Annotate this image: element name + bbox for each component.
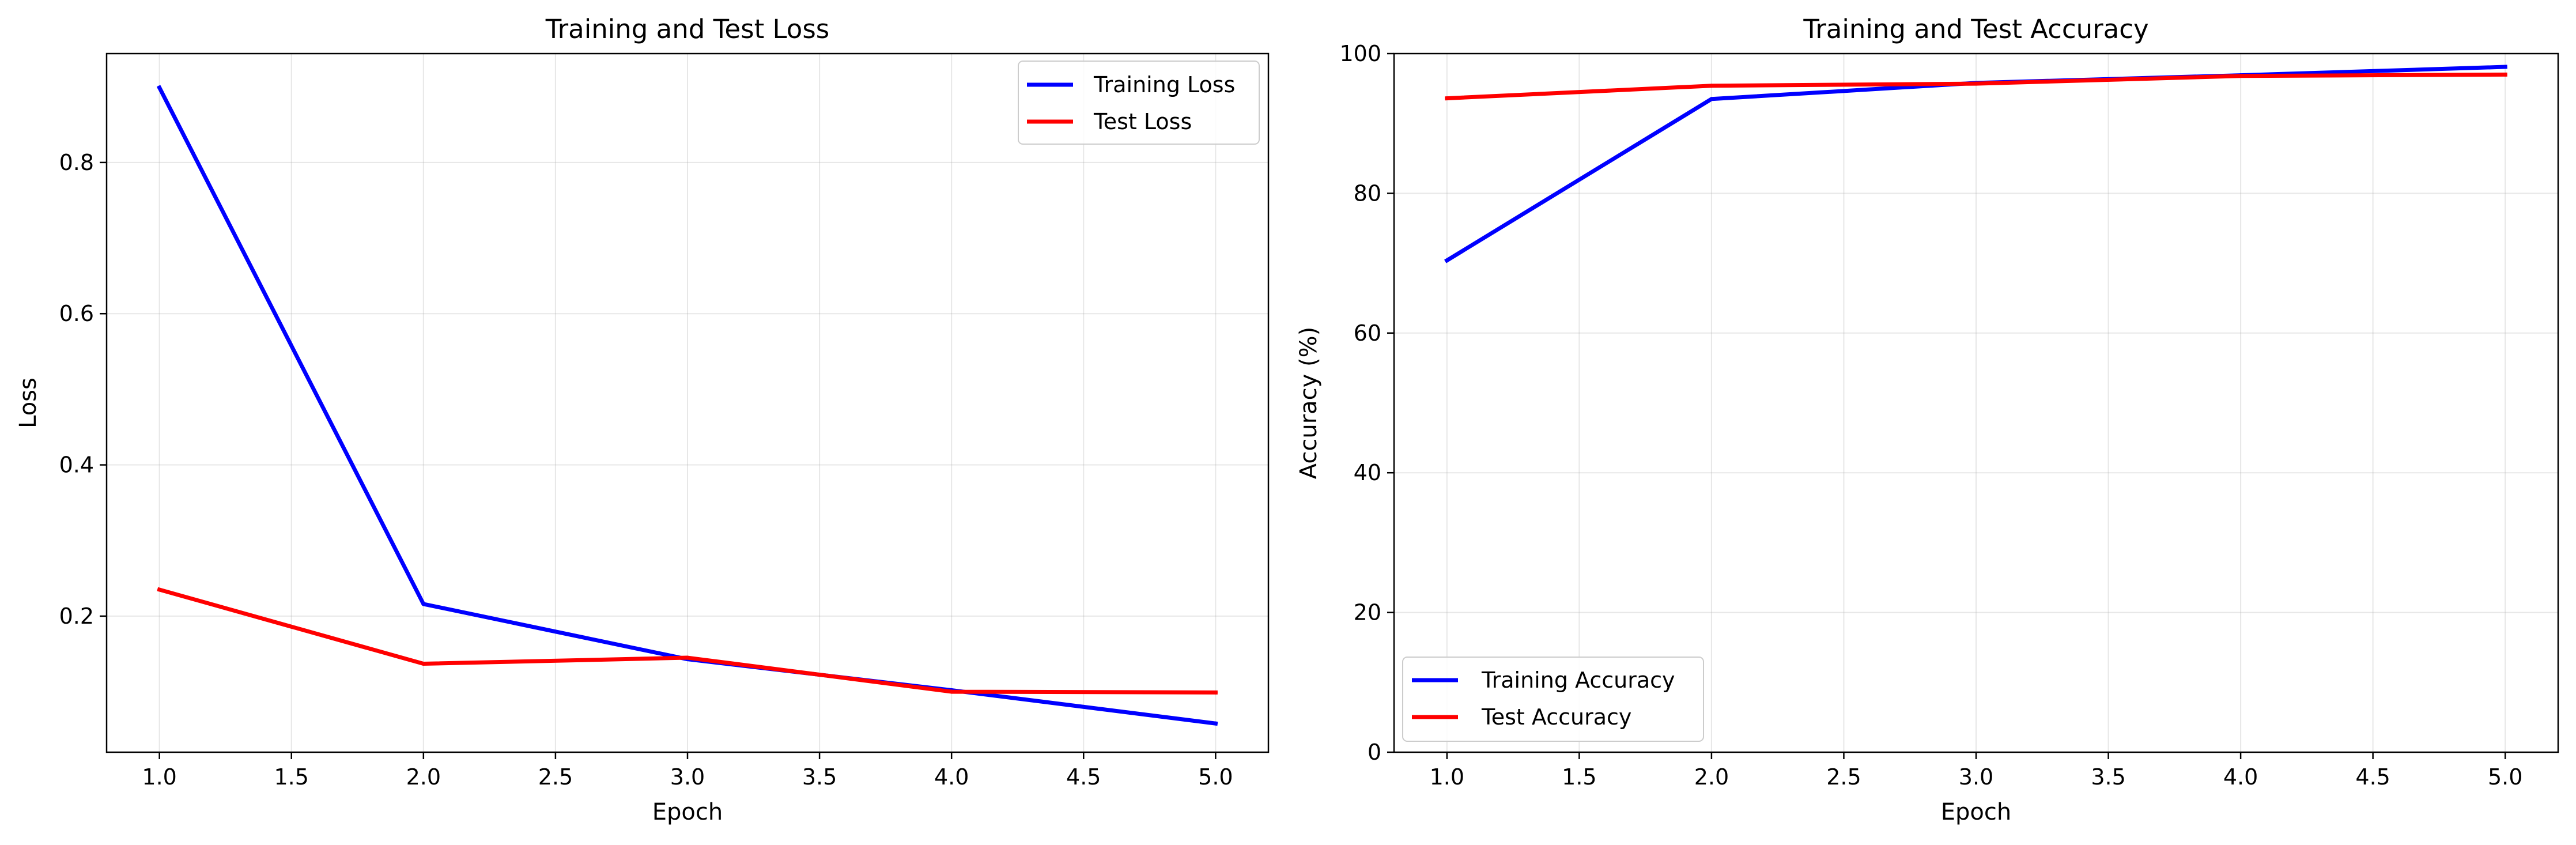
accuracy-chart-ytick-label: 40 [1354, 460, 1381, 485]
accuracy-chart-point-test-accuracy [1974, 81, 1978, 86]
loss-chart-ylabel: Loss [15, 378, 41, 428]
accuracy-chart-ylabel: Accuracy (%) [1295, 327, 1322, 480]
accuracy-legend-label-test: Test Accuracy [1481, 704, 1631, 730]
loss-chart: Training and Test Loss 1.0 1.5 2.0 2.5 3.0 3.… [15, 14, 1270, 825]
loss-chart-point-test-loss [685, 655, 690, 660]
accuracy-chart-series [1444, 65, 2507, 263]
loss-chart-point-training-loss [421, 602, 426, 606]
loss-chart-legend: Training Loss Test Loss [1018, 61, 1260, 145]
accuracy-chart-point-test-accuracy [1445, 96, 1449, 101]
loss-chart-xtick-label: 2.5 [538, 764, 573, 790]
accuracy-chart-title: Training and Test Accuracy [1803, 14, 2148, 44]
accuracy-chart-xtick-label: 3.5 [2091, 764, 2125, 790]
loss-chart-point-test-loss [949, 689, 954, 694]
accuracy-chart: Training and Test Accuracy 1.0 1.5 2.0 2.5 3… [1295, 14, 2559, 825]
loss-chart-ytick-label: 0.2 [59, 603, 94, 629]
loss-legend-label-training: Training Loss [1093, 72, 1235, 97]
accuracy-chart-ytick-label: 20 [1354, 600, 1381, 625]
accuracy-chart-xtick-label: 1.0 [1430, 764, 1464, 790]
accuracy-chart-xtick-label: 4.0 [2223, 764, 2258, 790]
loss-chart-point-training-loss [157, 85, 162, 90]
loss-chart-xlabel: Epoch [652, 799, 723, 825]
loss-chart-point-test-loss [1213, 690, 1218, 695]
loss-chart-xtick-label: 4.0 [934, 764, 969, 790]
loss-chart-point-test-loss [157, 587, 162, 592]
accuracy-chart-ytick-label: 80 [1354, 180, 1381, 206]
loss-chart-xtick-label: 1.5 [274, 764, 309, 790]
accuracy-chart-xtick-label: 1.5 [1562, 764, 1596, 790]
accuracy-chart-point-test-accuracy [2238, 74, 2243, 78]
loss-legend-box [1018, 61, 1260, 145]
loss-chart-xtick-label: 3.5 [802, 764, 837, 790]
loss-chart-grid [107, 54, 1268, 752]
accuracy-chart-point-training-accuracy [1445, 258, 1449, 263]
accuracy-legend-label-training: Training Accuracy [1481, 667, 1675, 693]
loss-chart-ticks: 1.0 1.5 2.0 2.5 3.0 3.5 4.0 4.5 5.0 0.2 0.4 0.6 0.8 [59, 150, 1233, 790]
accuracy-chart-ticks: 1.0 1.5 2.0 2.5 3.0 3.5 4.0 4.5 5.0 0 20 40 60 80 100 [1339, 41, 2522, 790]
accuracy-chart-ytick-label: 100 [1339, 41, 1381, 66]
accuracy-chart-point-training-accuracy [1709, 97, 1714, 101]
loss-chart-xtick-label: 5.0 [1198, 764, 1233, 790]
loss-chart-xtick-label: 2.0 [406, 764, 441, 790]
loss-chart-ytick-label: 0.8 [59, 150, 94, 175]
accuracy-chart-xtick-label: 2.0 [1694, 764, 1729, 790]
loss-chart-ytick-label: 0.6 [59, 301, 94, 326]
accuracy-chart-xlabel: Epoch [1941, 799, 2011, 825]
accuracy-chart-xtick-label: 4.5 [2355, 764, 2390, 790]
loss-chart-title: Training and Test Loss [545, 14, 829, 44]
accuracy-chart-xtick-label: 5.0 [2488, 764, 2522, 790]
accuracy-chart-ytick-label: 0 [1368, 740, 1381, 765]
accuracy-chart-point-test-accuracy [2503, 72, 2507, 77]
loss-chart-xtick-label: 4.5 [1066, 764, 1101, 790]
loss-chart-ytick-label: 0.4 [59, 452, 94, 478]
loss-chart-series [156, 85, 1218, 726]
accuracy-chart-legend: Training Accuracy Test Accuracy [1402, 657, 1704, 742]
loss-chart-point-training-loss [1213, 721, 1218, 726]
loss-chart-point-test-loss [421, 662, 426, 666]
loss-chart-xtick-label: 1.0 [142, 764, 176, 790]
accuracy-chart-point-training-accuracy [2503, 65, 2507, 69]
accuracy-legend-box [1402, 657, 1704, 742]
accuracy-chart-point-test-accuracy [1709, 84, 1714, 88]
accuracy-chart-xtick-label: 3.0 [1959, 764, 1993, 790]
accuracy-chart-xtick-label: 2.5 [1826, 764, 1861, 790]
accuracy-chart-ytick-label: 60 [1354, 320, 1381, 346]
loss-legend-label-test: Test Loss [1093, 109, 1192, 134]
loss-chart-xtick-label: 3.0 [670, 764, 705, 790]
